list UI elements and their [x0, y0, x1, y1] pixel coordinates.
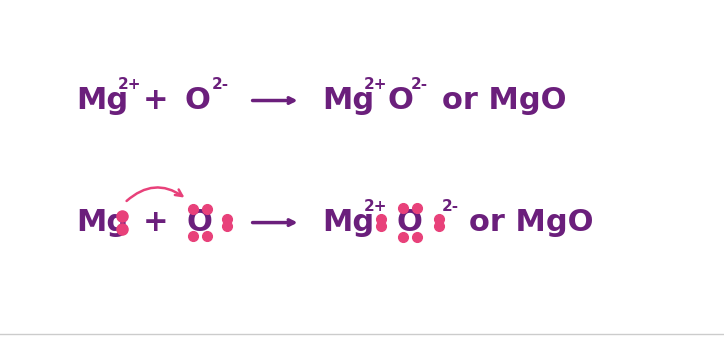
- Text: +: +: [143, 208, 169, 237]
- Text: Mg: Mg: [76, 208, 128, 237]
- Text: Mg: Mg: [322, 86, 374, 115]
- Text: Mg: Mg: [76, 86, 128, 115]
- Text: O: O: [185, 86, 211, 115]
- Text: 2-: 2-: [411, 77, 428, 92]
- Text: O: O: [387, 86, 413, 115]
- Text: +: +: [143, 86, 169, 115]
- Text: Mg: Mg: [322, 208, 374, 237]
- Text: O: O: [187, 208, 213, 237]
- Text: 2-: 2-: [442, 199, 459, 214]
- Text: 2+: 2+: [118, 77, 141, 92]
- Text: or MgO: or MgO: [442, 86, 566, 115]
- Text: O: O: [397, 208, 423, 237]
- FancyArrowPatch shape: [127, 187, 182, 201]
- Text: 2+: 2+: [363, 77, 387, 92]
- Text: 2+: 2+: [363, 199, 387, 214]
- Text: or MgO: or MgO: [469, 208, 594, 237]
- Text: 2-: 2-: [212, 77, 230, 92]
